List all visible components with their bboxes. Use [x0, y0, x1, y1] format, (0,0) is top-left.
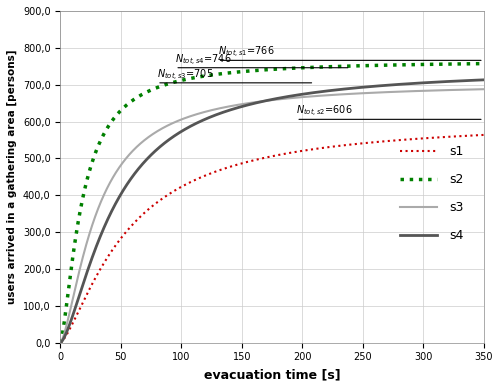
Line: s3: s3	[60, 89, 484, 343]
s2	[143, 90, 149, 95]
s2	[481, 61, 487, 66]
Legend: s1, s2, s3, s4: s1, s2, s3, s4	[394, 140, 469, 247]
Text: $N_{tot,s3}$=705: $N_{tot,s3}$=705	[157, 68, 214, 83]
Y-axis label: users arrived in a gathering area [persons]: users arrived in a gathering area [perso…	[7, 50, 17, 304]
s3	[460, 87, 466, 92]
s3	[143, 137, 149, 141]
s1	[387, 139, 393, 143]
s4	[432, 80, 438, 85]
s4	[403, 81, 409, 86]
Text: $N_{tot,s2}$=606: $N_{tot,s2}$=606	[296, 104, 353, 120]
s2	[83, 182, 89, 187]
s2	[460, 62, 466, 66]
s3	[83, 244, 89, 249]
Line: s2: s2	[60, 64, 484, 343]
s3	[403, 89, 409, 94]
s2	[403, 62, 409, 67]
X-axis label: evacuation time [s]: evacuation time [s]	[204, 368, 340, 381]
s1	[403, 137, 409, 142]
s3	[387, 90, 393, 94]
s3	[481, 87, 487, 92]
s4	[387, 83, 393, 87]
Line: s4: s4	[60, 80, 484, 343]
s2	[387, 63, 393, 68]
s4	[481, 78, 487, 82]
s4	[57, 340, 63, 345]
Text: $N_{tot,s4}$=746: $N_{tot,s4}$=746	[175, 53, 232, 68]
Line: s1: s1	[60, 135, 484, 343]
s4	[460, 78, 466, 83]
s1	[481, 133, 487, 137]
s4	[83, 274, 89, 278]
s1	[83, 294, 89, 299]
Text: $N_{tot,s1}$=766: $N_{tot,s1}$=766	[218, 45, 274, 61]
s3	[432, 88, 438, 93]
s1	[460, 133, 466, 138]
s1	[57, 340, 63, 345]
s1	[432, 135, 438, 140]
s2	[432, 62, 438, 67]
s4	[143, 158, 149, 163]
s1	[143, 209, 149, 214]
s3	[57, 340, 63, 345]
s2	[57, 340, 63, 345]
